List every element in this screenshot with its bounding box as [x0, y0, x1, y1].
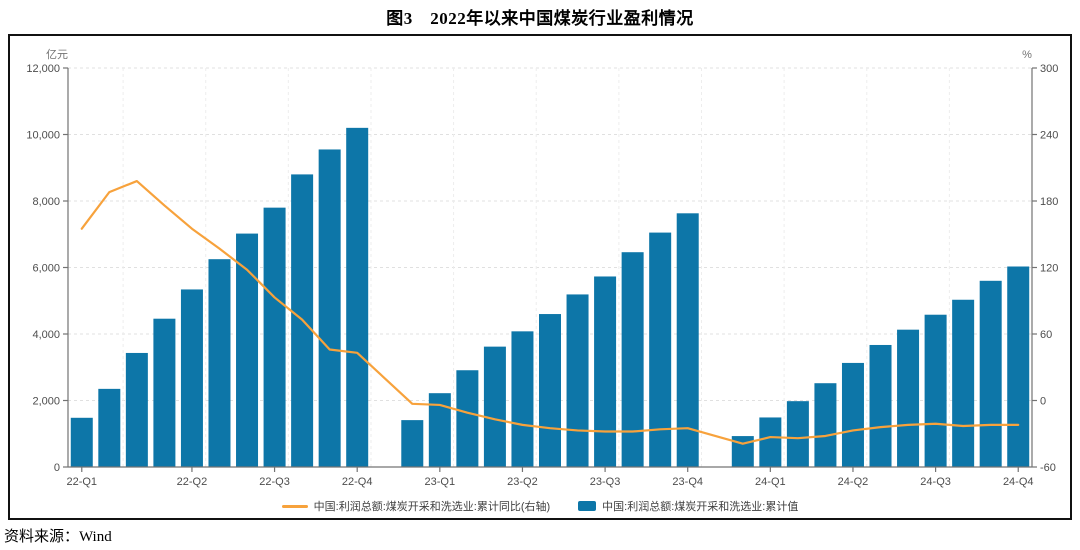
right-tick-label: 180	[1040, 196, 1058, 208]
legend-bar-label: 中国:利润总额:煤炭开采和洗选业:累计值	[602, 501, 799, 513]
bar	[539, 314, 561, 467]
right-tick-label: 240	[1040, 130, 1058, 142]
right-tick-label: 120	[1040, 263, 1058, 275]
x-tick-label: 22-Q3	[259, 476, 290, 488]
left-tick-label: 12,000	[26, 63, 60, 75]
x-tick-label: 24-Q4	[1003, 476, 1034, 488]
left-tick-label: 2,000	[32, 396, 60, 408]
bar	[649, 232, 672, 467]
bar	[208, 259, 231, 467]
bar	[153, 318, 176, 467]
bar	[70, 417, 93, 467]
line-series	[80, 179, 1020, 445]
x-tick-label: 24-Q3	[920, 476, 951, 488]
bar-series	[70, 127, 1030, 467]
bar	[318, 149, 341, 467]
coal-profit-chart: 亿元 % 0 2,000 4,000 6,000 8,000 10,000 12,000 -6…	[26, 48, 1058, 488]
x-tick-label: 22-Q2	[177, 476, 208, 488]
x-tick-label: 23-Q1	[425, 476, 456, 488]
bar	[952, 299, 975, 467]
bar	[236, 233, 259, 467]
bar	[566, 294, 589, 467]
left-tick-label: 8,000	[32, 196, 60, 208]
x-tick-label: 24-Q1	[755, 476, 786, 488]
bar	[1007, 266, 1030, 467]
bar	[814, 383, 837, 467]
legend-item-yoy-line: 中国:利润总额:煤炭开采和洗选业:累计同比(右轴)	[281, 498, 551, 514]
right-tick-label: 0	[1040, 396, 1046, 408]
bar	[428, 393, 451, 467]
left-tick-label: 0	[54, 462, 60, 474]
left-axis-unit-label: 亿元	[46, 48, 68, 61]
x-tick-label: 24-Q2	[838, 476, 869, 488]
bar	[897, 329, 920, 467]
plot-area: 0 2,000 4,000 6,000 8,000 10,000 12,000 -60 0 60 1…	[26, 63, 1058, 488]
source-note: 资料来源：Wind	[4, 529, 112, 545]
chart-box: 亿元 % 0 2,000 4,000 6,000 8,000 10,000 12,000 -6…	[8, 34, 1072, 520]
bar	[125, 352, 148, 467]
bar	[511, 331, 534, 467]
bar	[759, 417, 782, 467]
x-tick-label: 22-Q1	[66, 476, 97, 488]
bar	[401, 420, 424, 467]
bar	[924, 314, 947, 467]
bar	[456, 370, 479, 467]
line-swatch-icon	[281, 504, 308, 508]
bar	[786, 401, 809, 467]
bar	[263, 207, 286, 467]
figure-title: 图3 2022年以来中国煤炭行业盈利情况	[386, 9, 694, 28]
bar	[731, 436, 754, 467]
bar	[676, 213, 699, 467]
x-tick-label: 23-Q2	[507, 476, 538, 488]
bar	[979, 280, 1002, 467]
bar	[180, 289, 203, 467]
right-tick-label: 60	[1040, 329, 1052, 341]
right-tick-label: 300	[1040, 63, 1058, 75]
x-tick-label: 23-Q3	[590, 476, 621, 488]
legend-item-cumulative-bar: 中国:利润总额:煤炭开采和洗选业:累计值	[578, 498, 798, 514]
left-tick-label: 6,000	[32, 263, 60, 275]
bar	[483, 346, 506, 467]
chart-legend: 中国:利润总额:煤炭开采和洗选业:累计同比(右轴) 中国:利润总额:煤炭开采和洗…	[10, 498, 1070, 514]
bar-swatch-icon	[578, 501, 597, 511]
right-tick-label: -60	[1040, 462, 1056, 474]
bar	[841, 362, 864, 467]
bar	[621, 252, 644, 467]
bar	[98, 388, 121, 467]
left-tick-label: 10,000	[26, 130, 60, 142]
legend-line-label: 中国:利润总额:煤炭开采和洗选业:累计同比(右轴)	[313, 501, 551, 513]
x-tick-label: 23-Q4	[672, 476, 703, 488]
x-tick-label: 22-Q4	[342, 476, 373, 488]
right-axis-unit-label: %	[1022, 49, 1032, 61]
bar	[346, 127, 369, 467]
bar	[594, 276, 617, 467]
bar	[869, 344, 892, 467]
left-tick-label: 4,000	[32, 329, 60, 341]
